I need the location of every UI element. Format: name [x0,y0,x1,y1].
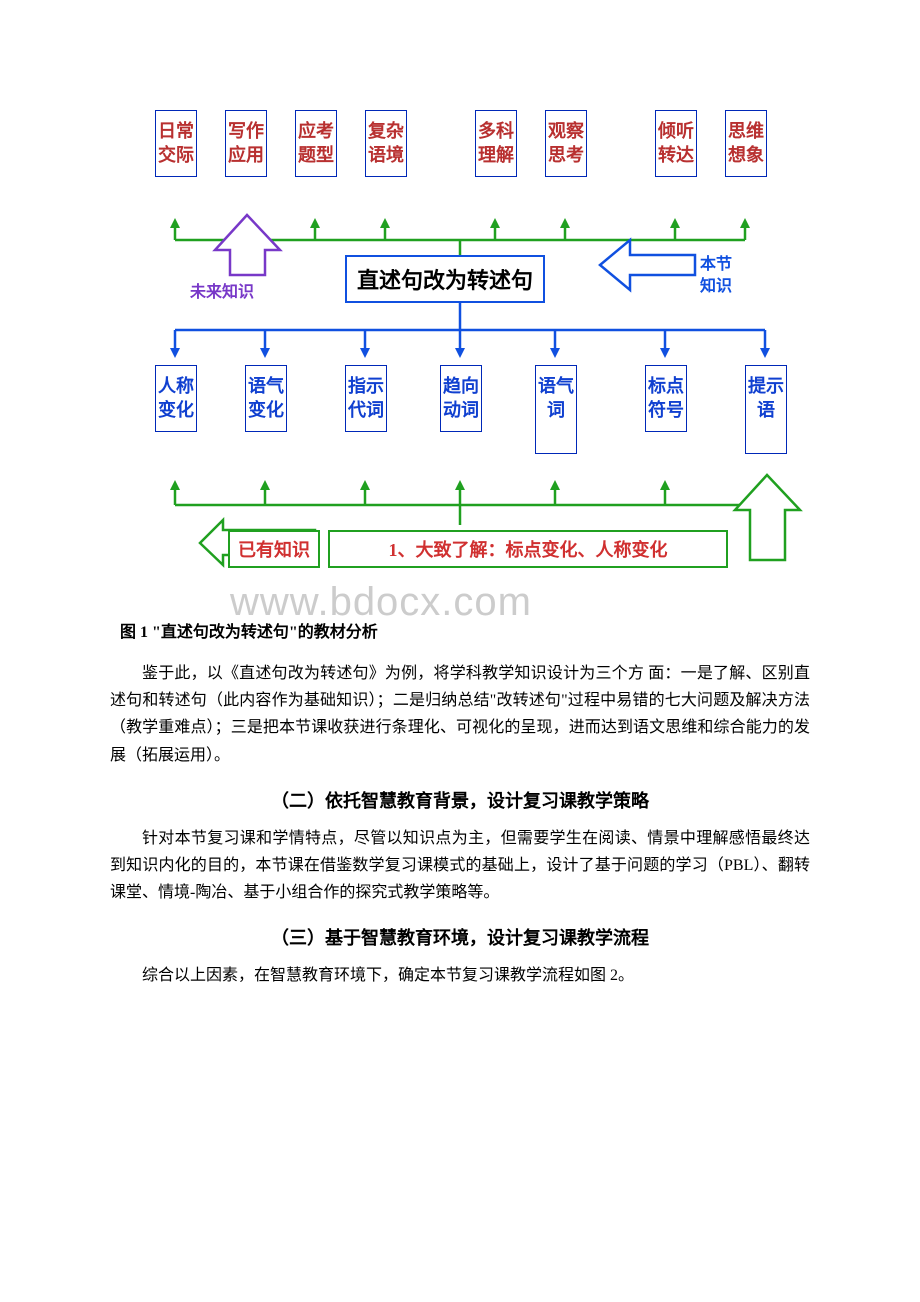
top-box-2: 应考题型 [295,110,337,177]
section-3-heading: （三）基于智慧教育环境，设计复习课教学流程 [0,924,920,950]
top-box-0: 日常交际 [155,110,197,177]
top-box-1: 写作应用 [225,110,267,177]
paragraph-3: 综合以上因素，在智慧教育环境下，确定本节复习课教学流程如图 2。 [110,962,810,989]
banner-left: 已有知识 [228,530,320,568]
top-box-7: 思维想象 [725,110,767,177]
current-knowledge-label: 本节 [700,250,732,274]
diagram-connectors [110,50,810,610]
top-box-4: 多科理解 [475,110,517,177]
top-box-6: 倾听转达 [655,110,697,177]
diagram-container: 日常交际 写作应用 应考题型 复杂语境 多科理解 观察思考 倾听转达 思维想象 … [110,50,810,610]
bottom-box-4: 语气词 [535,365,577,454]
bottom-box-5: 标点符号 [645,365,687,432]
bottom-box-0: 人称变化 [155,365,197,432]
paragraph-2: 针对本节复习课和学情特点，尽管以知识点为主，但需要学生在阅读、情景中理解感悟最终… [110,825,810,907]
paragraph-1: 鉴于此，以《直述句改为转述句》为例，将学科教学知识设计为三个方 面：一是了解、区… [110,660,810,769]
bottom-box-2: 指示代词 [345,365,387,432]
bottom-box-6: 提示语 [745,365,787,454]
current-knowledge-label-2: 知识 [700,272,732,296]
future-knowledge-label: 未来知识 [190,278,254,302]
top-box-3: 复杂语境 [365,110,407,177]
section-2-heading: （二）依托智慧教育背景，设计复习课教学策略 [0,787,920,813]
bottom-box-1: 语气变化 [245,365,287,432]
figure-1-caption: 图 1 "直述句改为转述句"的教材分析 [120,618,920,642]
banner-right: 1、大致了解：标点变化、人称变化 [328,530,728,568]
top-box-5: 观察思考 [545,110,587,177]
bottom-box-3: 趋向动词 [440,365,482,432]
center-box: 直述句改为转述句 [345,255,545,303]
